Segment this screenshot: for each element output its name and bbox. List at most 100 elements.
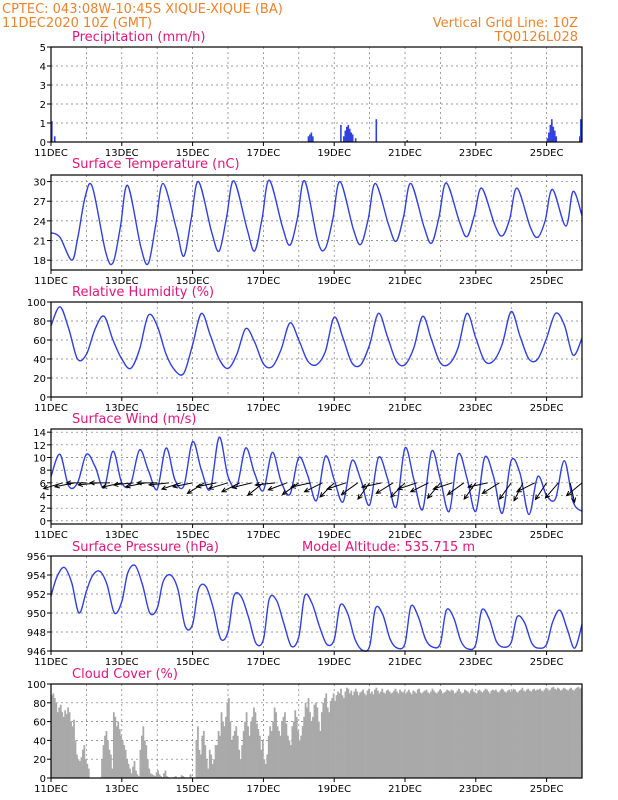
y-tick-label: 946 <box>27 647 46 658</box>
cloud-cover-bar <box>514 689 516 778</box>
x-tick-label: 23DEC <box>459 784 493 795</box>
cloud-cover-bar <box>315 702 317 778</box>
cloud-cover-bar <box>123 745 126 778</box>
surface-temperature-title: Surface Temperature (nC) <box>72 157 240 172</box>
x-tick-label: 25DEC <box>530 657 564 668</box>
cloud-cover-bar <box>509 691 512 778</box>
wind-direction-arrow <box>569 482 577 504</box>
cloud-cover-bar <box>244 721 246 778</box>
wind-direction-arrow <box>53 482 75 489</box>
cloud-cover-bar <box>285 723 288 778</box>
cloud-cover-bar <box>462 692 465 778</box>
cloud-cover-bar <box>579 688 581 778</box>
cloud-cover-bar <box>225 716 227 778</box>
wind-direction-arrow <box>360 482 382 489</box>
cloud-cover-bar <box>471 688 474 778</box>
cloud-cover-bar <box>478 689 481 778</box>
wind-direction-arrow <box>396 482 417 491</box>
precipitation-bar <box>351 134 354 142</box>
cloud-cover-bar <box>397 693 400 778</box>
x-tick-label: 25DEC <box>530 530 564 541</box>
cloud-cover-bar <box>310 721 313 778</box>
cloud-cover-bar <box>152 775 155 778</box>
cloud-cover-bar <box>256 723 258 778</box>
cloud-cover-bar <box>338 693 341 778</box>
cloud-cover-bar <box>81 749 84 778</box>
cloud-cover-bar <box>341 695 344 778</box>
precipitation-title: Precipitation (mm/h) <box>72 30 205 45</box>
cloud-cover-bar <box>412 690 415 778</box>
cloud-cover-bar <box>223 726 226 778</box>
precipitation-bar <box>347 124 350 142</box>
cloud-cover-bar <box>230 740 233 778</box>
wind-direction-arrow <box>498 482 512 501</box>
plot-frame <box>50 301 583 398</box>
cloud-cover-bar <box>359 692 362 778</box>
cloud-cover-bar <box>133 761 136 778</box>
cloud-cover-bar <box>279 735 282 778</box>
cloud-cover-bar <box>201 735 204 778</box>
cloud-cover-bar <box>497 692 500 778</box>
x-tick-label: 15DEC <box>176 657 210 668</box>
y-tick-label: 0 <box>40 774 46 785</box>
y-tick-label: 950 <box>27 609 46 620</box>
cloud-cover-bar <box>322 702 325 778</box>
cloud-cover-panel: 0 20 40 60 80 100 11DEC 13DEC 15DEC 17DEC 19DEC 21D… <box>27 667 583 795</box>
cloud-cover-bar <box>480 691 482 778</box>
cloud-cover-bar <box>61 712 64 778</box>
cloud-cover-bar <box>379 691 382 778</box>
precipitation-bar <box>546 138 549 142</box>
x-tick-label: 15DEC <box>176 784 210 795</box>
y-tick-label: 4 <box>40 62 46 73</box>
cloud-cover-bar <box>220 712 223 778</box>
cloud-cover-bar <box>158 774 161 778</box>
x-tick-label: 19DEC <box>317 657 351 668</box>
y-tick-label: 60 <box>33 718 46 729</box>
cloud-cover-bar <box>458 688 460 778</box>
cloud-cover-bar <box>452 690 454 778</box>
precipitation-bar <box>580 119 582 142</box>
wind-direction-arrow <box>325 482 347 491</box>
x-tick-label: 19DEC <box>317 784 351 795</box>
cloud-cover-bar <box>304 702 307 778</box>
cloud-cover-bar <box>537 689 540 778</box>
y-tick-label: 956 <box>27 552 46 563</box>
cloud-cover-bar <box>551 687 553 778</box>
cloud-cover-bar <box>320 712 323 778</box>
precipitation-bar <box>354 138 357 142</box>
cloud-cover-bar <box>483 690 485 778</box>
cloud-cover-title: Cloud Cover (%) <box>72 667 178 682</box>
x-tick-label: 21DEC <box>388 530 422 541</box>
cloud-cover-bar <box>456 690 459 778</box>
cloud-cover-bar <box>65 714 68 778</box>
cloud-cover-bar <box>459 691 462 778</box>
cloud-cover-bar <box>295 716 298 778</box>
cloud-cover-bar <box>257 729 260 778</box>
y-tick-label: 6 <box>40 479 46 490</box>
cloud-cover-bar <box>108 749 111 778</box>
cloud-cover-bar <box>129 768 131 778</box>
cloud-cover-bar <box>214 745 217 778</box>
wind-direction-arrow <box>446 482 465 496</box>
wind-direction-arrow <box>409 482 429 493</box>
cloud-cover-bar <box>174 776 177 778</box>
x-tick-label: 17DEC <box>247 276 281 287</box>
precipitation-bar <box>310 132 313 142</box>
cloud-cover-bar <box>371 691 373 778</box>
cloud-cover-bar <box>136 774 139 778</box>
cloud-cover-bar <box>416 689 419 778</box>
cloud-cover-bar <box>447 690 450 778</box>
cloud-cover-bar <box>319 731 322 778</box>
cloud-cover-bar <box>481 692 484 778</box>
cloud-cover-bar <box>399 689 401 778</box>
y-tick-label: 100 <box>27 298 46 309</box>
wind-direction-arrow <box>124 482 146 489</box>
cloud-cover-bar <box>421 693 423 778</box>
cloud-cover-bar <box>115 726 118 778</box>
wind-direction-arrow <box>481 482 500 495</box>
cloud-cover-bar <box>323 698 326 778</box>
y-tick-label: 60 <box>33 336 46 347</box>
cloud-cover-bar <box>334 700 336 778</box>
cloud-cover-bar <box>549 689 552 778</box>
wind-direction-arrow <box>112 481 134 488</box>
